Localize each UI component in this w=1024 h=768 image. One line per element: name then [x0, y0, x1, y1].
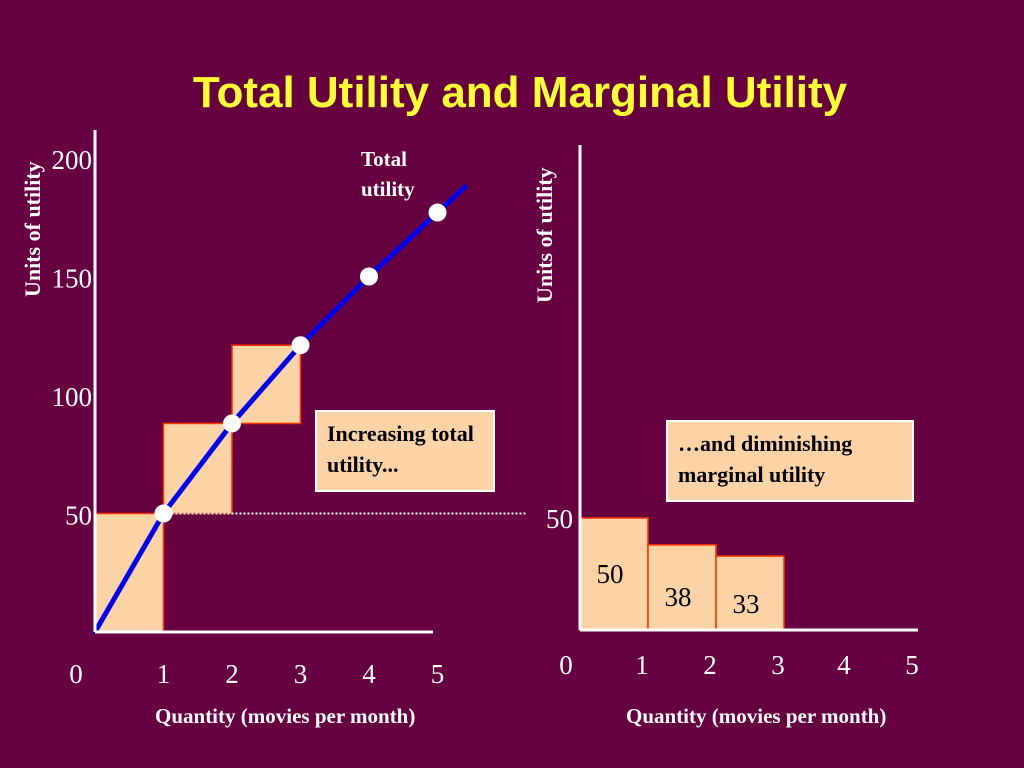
left-x-tick-5: 5	[431, 659, 445, 689]
marginal-utility-data-label-1: 50	[597, 559, 624, 589]
left-x-axis-label: Quantity (movies per month)	[155, 704, 416, 728]
marginal-utility-chart: 50 38 33 50 0 1 2 3 4 5	[546, 145, 919, 680]
left-x-tick-0: 0	[69, 659, 83, 689]
right-y-axis-label: Units of utility	[532, 167, 557, 303]
left-x-tick-1: 1	[157, 659, 171, 689]
right-x-tick-4: 4	[837, 650, 851, 680]
marginal-utility-data-label-3: 33	[733, 589, 760, 619]
left-y-tick-200: 200	[52, 145, 93, 175]
total-utility-point-1	[154, 504, 173, 523]
total-utility-point-3	[291, 336, 310, 355]
right-x-tick-1: 1	[635, 650, 649, 680]
left-y-axis-label: Units of utility	[20, 161, 45, 297]
total-utility-point-5	[428, 203, 447, 222]
left-x-tick-3: 3	[294, 659, 308, 689]
right-x-tick-0: 0	[559, 650, 573, 680]
total-utility-point-4	[360, 267, 378, 286]
increasing-total-utility-note: Increasing total utility...	[315, 410, 495, 492]
right-x-axis-label: Quantity (movies per month)	[626, 704, 887, 728]
total-utility-chart: 50 100 150 200 0 1 2 3 4 5	[52, 130, 527, 689]
right-x-tick-3: 3	[771, 650, 785, 680]
right-x-tick-5: 5	[905, 650, 919, 680]
diminishing-marginal-utility-note: …and diminishing marginal utility	[666, 420, 914, 502]
left-y-tick-100: 100	[52, 382, 93, 412]
marginal-utility-bar-1	[579, 517, 649, 631]
right-x-tick-2: 2	[703, 650, 717, 680]
left-x-tick-4: 4	[362, 659, 376, 689]
slide-title: Total Utility and Marginal Utility	[192, 68, 848, 117]
marginal-utility-bar-3	[715, 555, 785, 631]
left-y-tick-150: 150	[52, 264, 93, 294]
marginal-utility-data-label-2: 38	[665, 582, 692, 612]
total-utility-curve-label: Total utility	[361, 147, 415, 201]
total-utility-point-2	[223, 414, 241, 433]
marginal-utility-bar-2	[647, 544, 717, 631]
right-y-tick-50: 50	[546, 504, 573, 534]
left-y-tick-50: 50	[65, 501, 92, 531]
left-x-tick-2: 2	[225, 659, 239, 689]
